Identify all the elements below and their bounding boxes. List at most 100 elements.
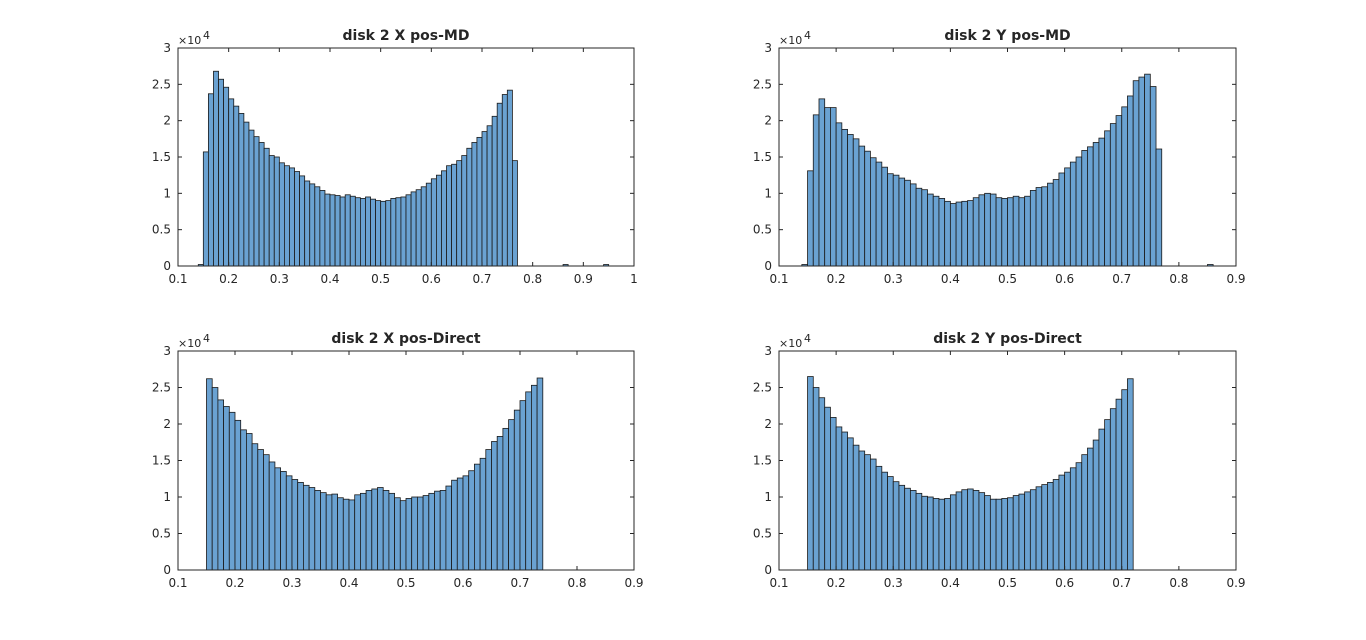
x-tick-label: 0.4 — [339, 576, 358, 590]
y-tick-label: 2.5 — [152, 77, 171, 91]
histogram-bar — [995, 197, 1003, 267]
histogram-bar — [439, 490, 447, 571]
histogram-bar — [1075, 156, 1083, 267]
y-tick-label: 2 — [764, 114, 772, 128]
histogram-bar — [525, 391, 532, 571]
histogram-bar — [289, 167, 295, 267]
histogram-bar — [213, 70, 219, 267]
histogram-bar — [1012, 195, 1020, 267]
histogram-bar — [909, 183, 917, 267]
y-exponent-label: ×10 — [779, 337, 802, 350]
histogram-bar — [1018, 197, 1026, 267]
histogram-bar — [812, 114, 820, 267]
histogram-bar — [978, 492, 986, 571]
y-tick-label: 0.5 — [753, 527, 772, 541]
histogram-bar — [496, 102, 503, 267]
y-exponent-power: 4 — [203, 332, 210, 345]
y-tick-label: 0.5 — [753, 223, 772, 237]
histogram-bar — [354, 197, 361, 267]
histogram-bar — [446, 165, 452, 267]
histogram-bar — [1109, 123, 1117, 267]
histogram-bar — [263, 147, 270, 267]
histogram-bar — [1018, 493, 1026, 571]
histogram-bar — [234, 419, 242, 571]
histogram-bar — [388, 492, 395, 571]
x-tick-label: 0.9 — [574, 272, 593, 286]
x-tick-label: 0.5 — [371, 272, 390, 286]
histogram-bar — [864, 454, 871, 571]
histogram-bar — [501, 94, 508, 267]
histogram-bar — [314, 186, 321, 267]
histogram-bar — [291, 479, 299, 571]
histogram-bar — [835, 426, 843, 571]
histogram-bar — [881, 471, 888, 571]
x-tick-label: 0.2 — [219, 272, 238, 286]
histogram-bar — [932, 498, 940, 571]
histogram-bar — [818, 397, 826, 571]
histogram-bar — [519, 400, 527, 571]
x-tick-label: 0.3 — [884, 576, 903, 590]
histogram-bar — [257, 449, 264, 571]
histogram-bar — [1138, 76, 1146, 267]
histogram-bar — [359, 198, 366, 267]
histogram-axes-1: 0.1 0.2 0.3 0.4 0.5 0.6 0.7 0.8 0.9 1 0 0.5 1 1.5 2 2.5… — [152, 28, 638, 286]
histogram-bar — [1121, 389, 1128, 571]
histogram-bar — [445, 485, 452, 571]
histogram-bar — [238, 113, 245, 267]
x-tick-label: 0.2 — [225, 576, 244, 590]
histogram-bar — [228, 411, 236, 571]
histogram-bar — [441, 170, 447, 267]
histogram-bar — [1058, 474, 1066, 571]
histogram-bar — [473, 463, 481, 571]
histogram-bar — [1121, 106, 1128, 267]
histogram-bar — [324, 193, 331, 267]
histogram-bar — [486, 125, 493, 267]
x-tick-label: 0.1 — [769, 272, 788, 286]
y-exponent-label: ×10 — [779, 34, 802, 47]
histogram-bar — [228, 98, 235, 267]
histogram-bar — [1087, 447, 1094, 571]
y-tick-label: 3 — [163, 41, 171, 55]
x-tick-label: 0.8 — [1169, 576, 1188, 590]
histogram-bar — [243, 121, 250, 267]
histogram-bar — [824, 107, 831, 267]
y-tick-label: 1.5 — [152, 150, 171, 164]
x-tick-label: 0.9 — [1226, 576, 1245, 590]
histogram-bar — [847, 134, 854, 267]
histogram-bar — [1035, 486, 1043, 571]
histogram-bar — [304, 180, 311, 267]
histogram-bar — [240, 429, 247, 571]
x-tick-label: 0.1 — [769, 576, 788, 590]
histogram-bar — [354, 494, 361, 571]
histogram-bar — [932, 195, 940, 267]
y-tick-label: 2 — [163, 114, 171, 128]
histogram-bar — [508, 419, 515, 571]
histogram-bar — [251, 443, 259, 571]
histogram-bar — [331, 493, 338, 571]
histogram-bar — [491, 441, 498, 571]
histogram-bar — [967, 200, 974, 267]
histogram-bar — [875, 465, 883, 571]
histogram-bar — [944, 200, 951, 267]
histogram-axes-4: 0.1 0.2 0.3 0.4 0.5 0.6 0.7 0.8 0.9 0 0.5 1 1.5 2 2.5 3… — [753, 331, 1246, 590]
histogram-bar — [496, 436, 504, 571]
histogram-bar — [471, 142, 478, 267]
histogram-bar — [1024, 491, 1031, 571]
x-tick-label: 0.8 — [567, 576, 586, 590]
histogram-bar — [268, 155, 275, 267]
x-tick-label: 0.1 — [168, 576, 187, 590]
histogram-bar — [365, 196, 371, 267]
histogram-bar — [841, 431, 848, 571]
histogram-bar — [339, 196, 346, 267]
x-tick-label: 0.3 — [270, 272, 289, 286]
x-tick-label: 0.6 — [453, 576, 472, 590]
histogram-bar — [223, 86, 230, 267]
histogram-bar — [280, 471, 287, 571]
histogram-bar — [1029, 190, 1037, 267]
histogram-bar — [955, 201, 963, 267]
histogram-bar — [824, 406, 831, 571]
histogram-bar — [334, 195, 341, 267]
histogram-bar — [852, 444, 860, 571]
histogram-bar — [491, 115, 498, 267]
histogram-bar — [830, 417, 837, 571]
